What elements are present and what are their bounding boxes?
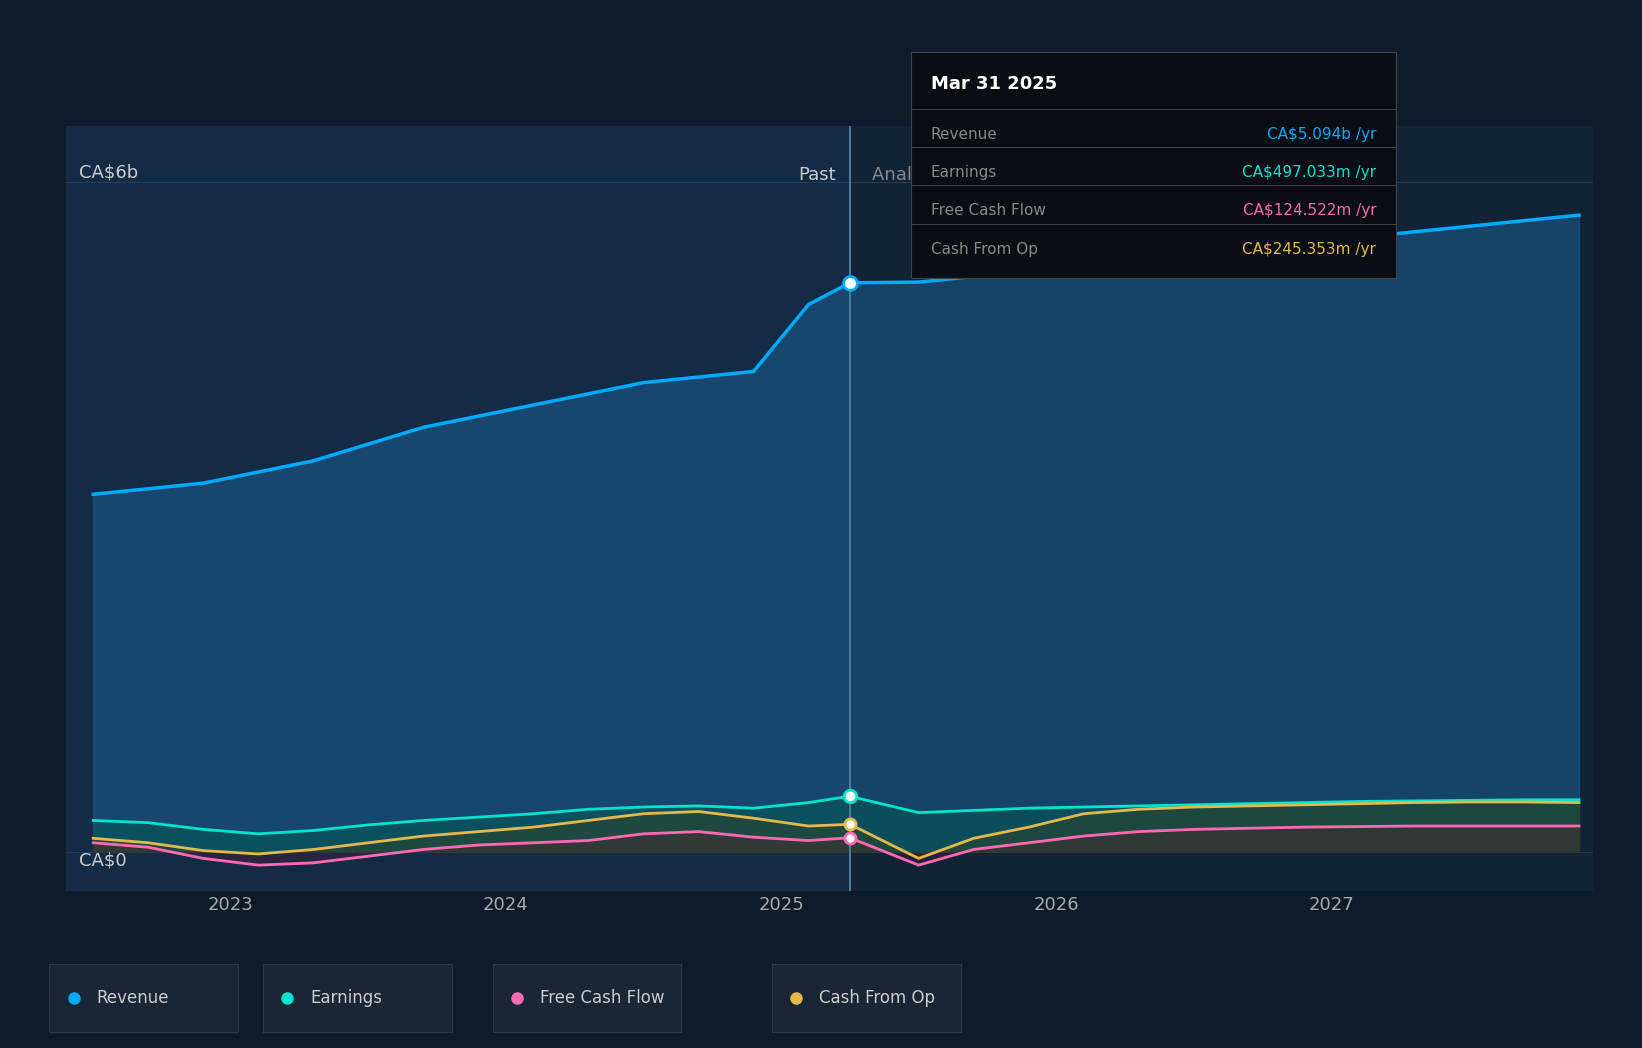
- Bar: [66, 126, 851, 891]
- Text: Earnings: Earnings: [931, 166, 997, 180]
- Text: CA$5.094b /yr: CA$5.094b /yr: [1268, 127, 1376, 141]
- Text: Free Cash Flow: Free Cash Flow: [931, 203, 1046, 218]
- Text: Mar 31 2025: Mar 31 2025: [931, 75, 1057, 93]
- Text: Free Cash Flow: Free Cash Flow: [540, 989, 665, 1007]
- Text: CA$124.522m /yr: CA$124.522m /yr: [1243, 203, 1376, 218]
- Text: Cash From Op: Cash From Op: [931, 242, 1038, 257]
- Text: CA$0: CA$0: [79, 852, 126, 870]
- Text: CA$245.353m /yr: CA$245.353m /yr: [1243, 242, 1376, 257]
- Text: Past: Past: [798, 166, 836, 183]
- Text: Cash From Op: Cash From Op: [819, 989, 934, 1007]
- Text: Revenue: Revenue: [97, 989, 169, 1007]
- Text: Earnings: Earnings: [310, 989, 383, 1007]
- Text: CA$497.033m /yr: CA$497.033m /yr: [1243, 166, 1376, 180]
- Text: CA$6b: CA$6b: [79, 163, 138, 181]
- Bar: [851, 126, 1593, 891]
- Text: Analysts Forecasts: Analysts Forecasts: [872, 166, 1039, 183]
- Text: Revenue: Revenue: [931, 127, 997, 141]
